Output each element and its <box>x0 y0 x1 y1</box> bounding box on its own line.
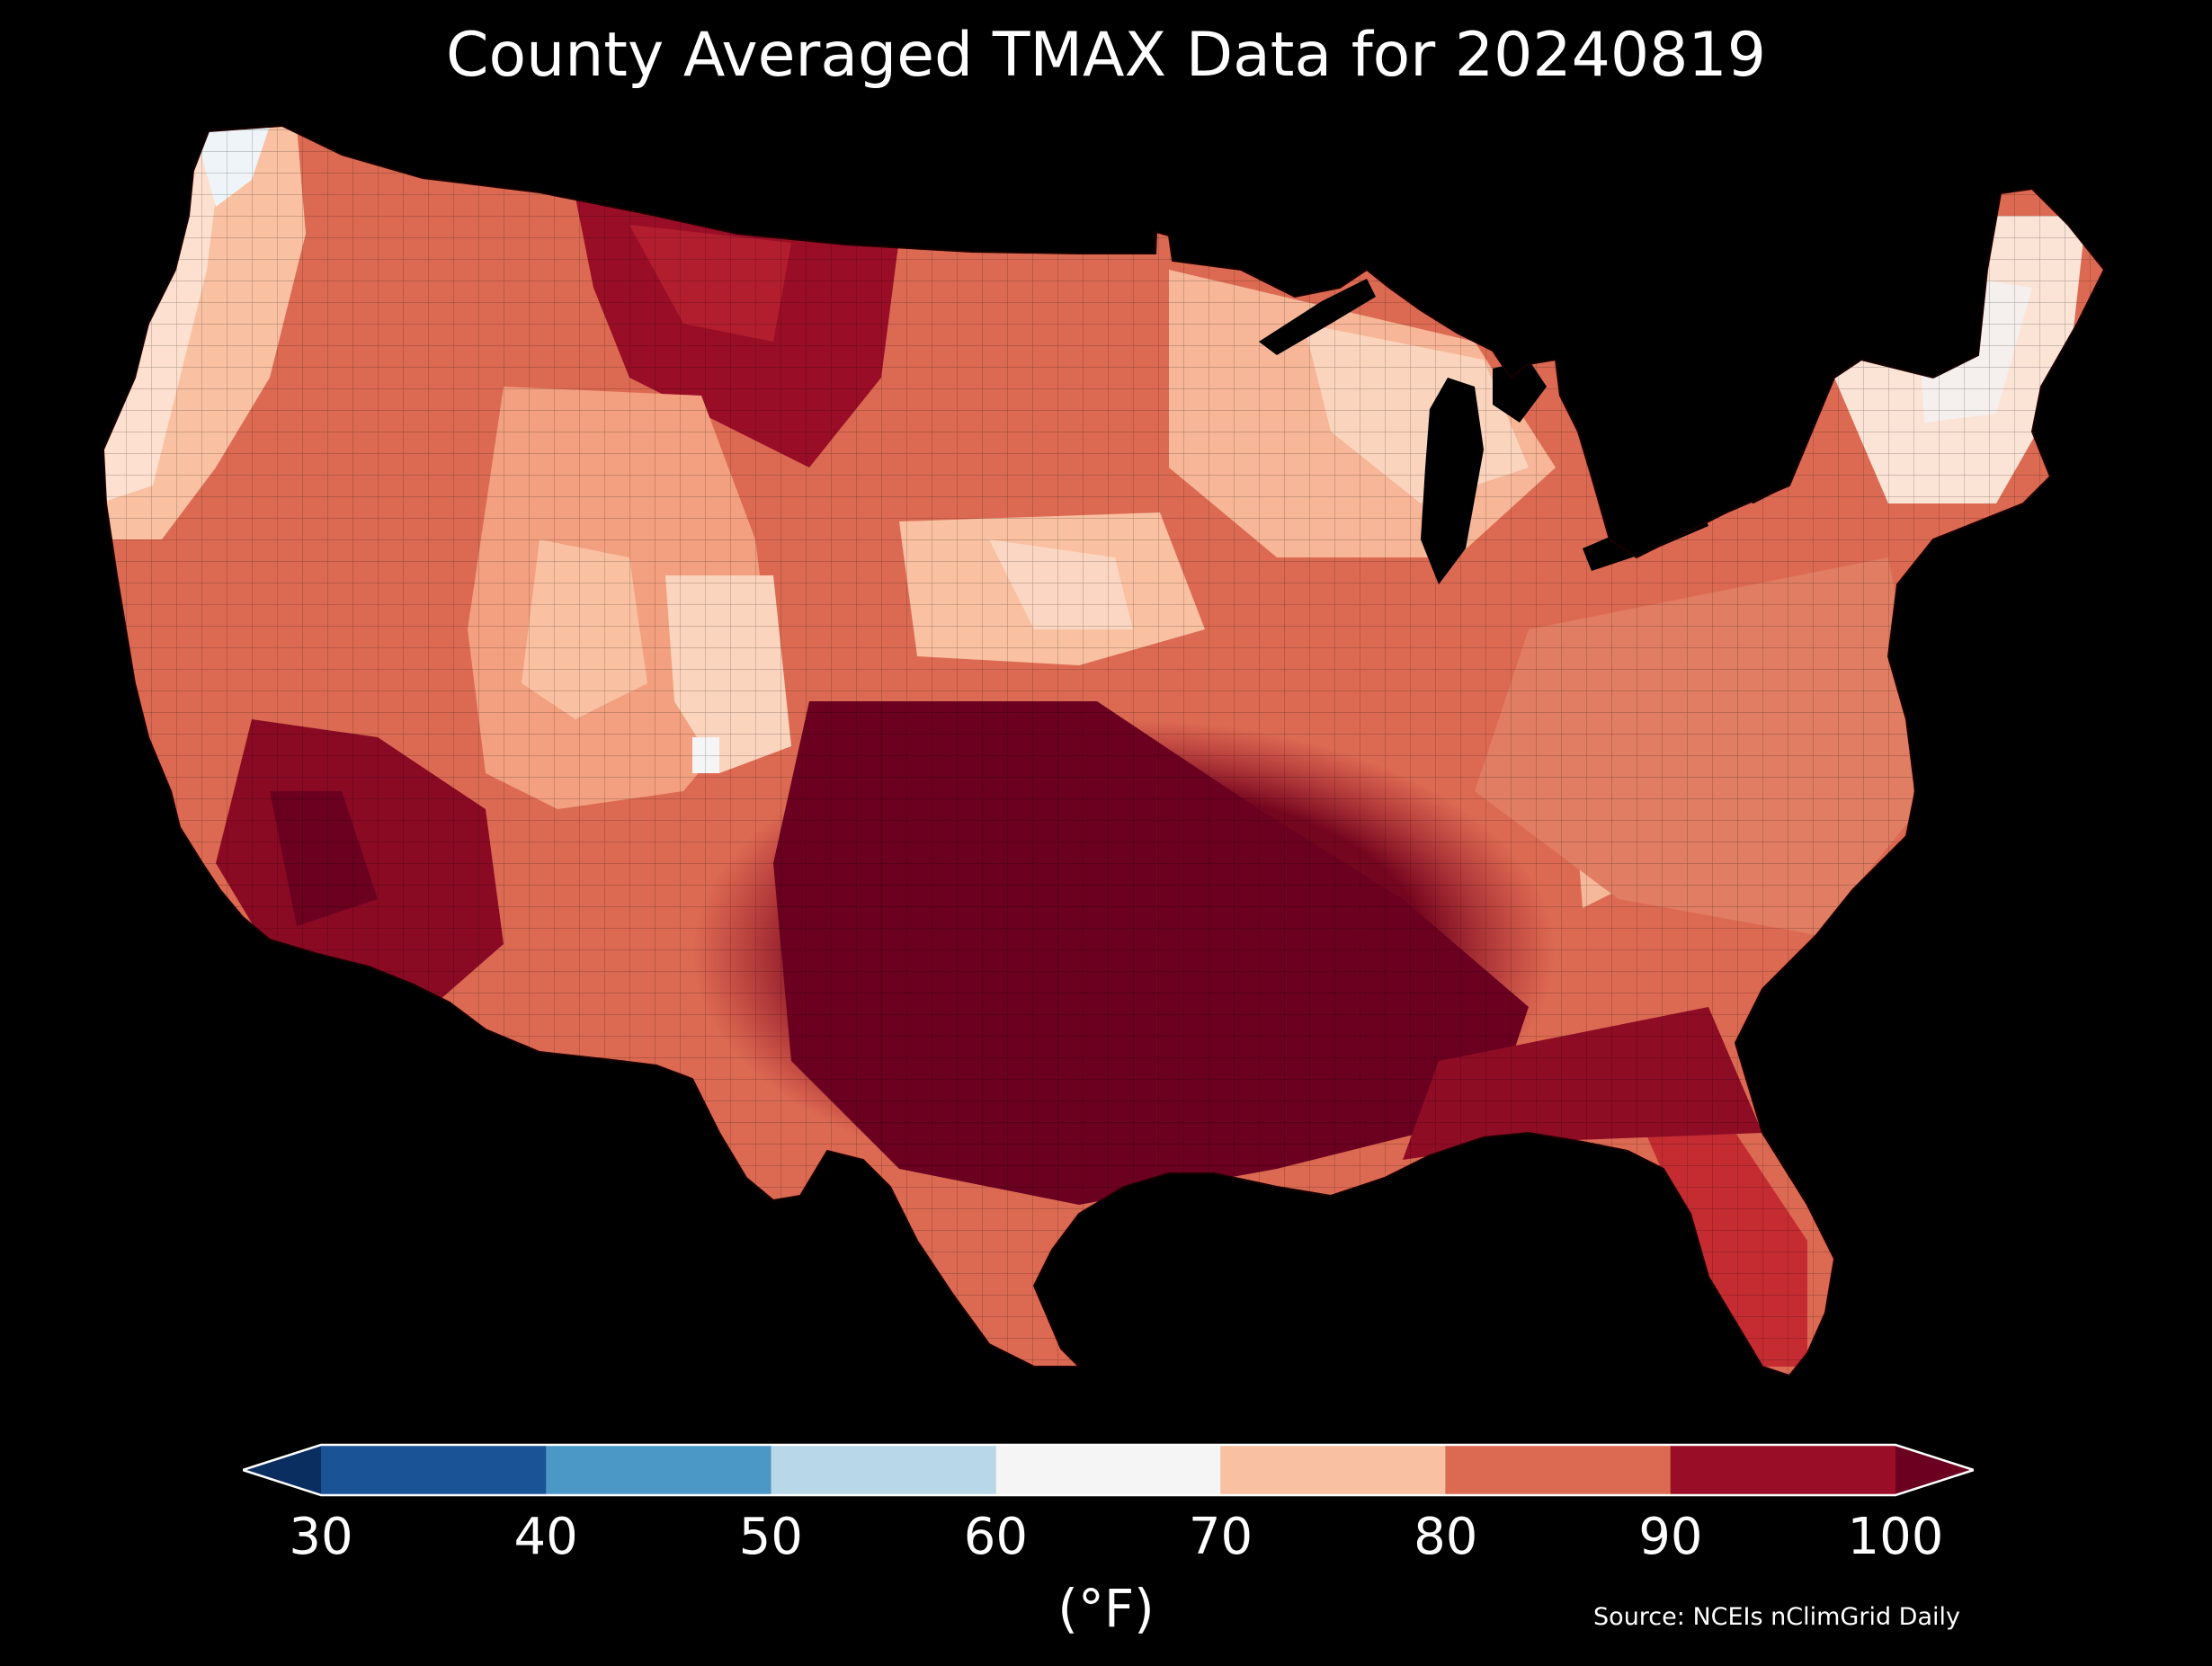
colorbar-tick-100: 100 <box>1847 1508 1944 1566</box>
map-title: County Averaged TMAX Data for 20240819 <box>446 20 1766 91</box>
colorbar-bins <box>321 1445 1895 1495</box>
source-label: Source: NCEIs nClimGrid Daily <box>1593 1603 1960 1631</box>
colorbar-tick-70: 70 <box>1188 1508 1253 1566</box>
colorbar-tick-60: 60 <box>963 1508 1029 1566</box>
colorbar-tick-80: 80 <box>1414 1508 1478 1566</box>
county-tmax-map <box>103 125 2105 1376</box>
colorbar-bin-40-50 <box>546 1445 772 1495</box>
colorbar-bin-90-100 <box>1670 1445 1895 1495</box>
colorbar-tick-50: 50 <box>738 1508 803 1566</box>
colorbar-bin-30-40 <box>321 1445 547 1495</box>
colorbar-bin-80-90 <box>1445 1445 1671 1495</box>
colorbar-over-triangle <box>1895 1445 1974 1495</box>
colorbar-tick-90: 90 <box>1638 1508 1703 1566</box>
colorbar-under-triangle <box>243 1445 321 1495</box>
colorbar-bin-60-70 <box>995 1445 1221 1495</box>
colorbar-units-label: (°F) <box>1057 1578 1155 1639</box>
colorbar-tick-30: 30 <box>289 1508 353 1566</box>
colorbar-bin-70-80 <box>1220 1445 1446 1495</box>
great-lakes <box>1259 279 1789 584</box>
colorbar-tick-40: 40 <box>513 1508 578 1566</box>
temperature-colorbar <box>243 1443 1974 1497</box>
colorbar-bin-50-60 <box>771 1445 996 1495</box>
county-boundaries <box>103 126 2104 1376</box>
colorbar-frame <box>243 1443 1974 1497</box>
